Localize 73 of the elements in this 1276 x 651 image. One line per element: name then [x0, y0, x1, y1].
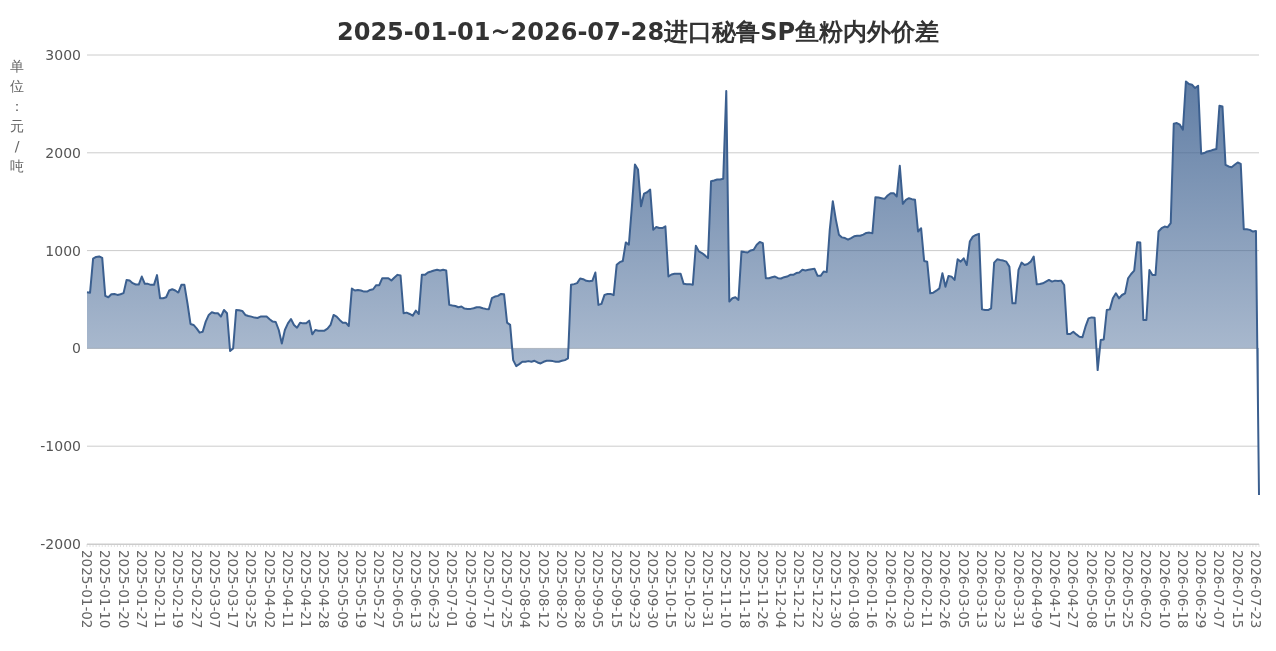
x-tick-label: 2025-09-23	[626, 550, 643, 629]
y-tick-label: -1000	[40, 438, 81, 455]
x-tick-label: 2025-09-05	[590, 550, 607, 629]
x-tick-label: 2026-03-23	[992, 550, 1009, 629]
x-tick-label: 2025-12-04	[773, 550, 790, 629]
x-tick-label: 2025-07-01	[444, 550, 461, 629]
x-tick-label: 2025-04-28	[316, 550, 333, 629]
x-tick-label: 2025-10-15	[663, 550, 680, 629]
x-tick-label: 2026-02-26	[937, 550, 954, 629]
x-tick-label: 2026-05-15	[1101, 550, 1118, 629]
x-tick-label: 2026-03-31	[1010, 550, 1027, 629]
x-tick-label: 2026-04-17	[1047, 550, 1064, 629]
x-tick-label: 2026-07-23	[1247, 550, 1264, 629]
x-tick-label: 2025-02-19	[170, 550, 187, 629]
x-tick-label: 2025-05-27	[371, 550, 388, 629]
x-tick-label: 2025-02-11	[152, 550, 169, 629]
x-tick-label: 2025-01-20	[115, 550, 132, 629]
x-tick-label: 2025-05-19	[352, 550, 369, 629]
x-tick-label: 2025-08-20	[553, 550, 570, 629]
y-axis-title: 单位：元/吨	[10, 58, 24, 174]
y-tick-label: 1000	[45, 242, 81, 259]
y-tick-label: 2000	[45, 144, 81, 161]
x-tick-label: 2025-10-23	[681, 550, 698, 629]
x-tick-label: 2025-10-31	[700, 550, 717, 629]
x-tick-label: 2025-09-15	[608, 550, 625, 629]
x-tick-label: 2026-04-09	[1028, 550, 1045, 629]
x-tick-label: 2026-05-08	[1083, 550, 1100, 629]
x-tick-label: 2025-04-02	[261, 550, 278, 629]
x-tick-label: 2026-03-13	[973, 550, 990, 629]
x-tick-label: 2025-06-05	[389, 550, 406, 629]
x-tick-label: 2026-03-05	[955, 550, 972, 629]
y-tick-label: 0	[72, 340, 81, 357]
x-tick-label: 2026-01-08	[846, 550, 863, 629]
x-tick-label: 2025-02-27	[188, 550, 205, 629]
x-tick-label: 2025-08-12	[535, 550, 552, 629]
x-tick-label: 2026-07-15	[1229, 550, 1246, 629]
x-tick-label: 2025-09-30	[645, 550, 662, 629]
x-tick-label: 2025-12-30	[827, 550, 844, 629]
x-tick-label: 2025-07-25	[499, 550, 516, 629]
y-tick-label: -2000	[40, 536, 81, 552]
x-tick-label: 2026-05-25	[1120, 550, 1137, 629]
x-tick-label: 2025-01-10	[97, 550, 114, 629]
x-tick-label: 2025-03-07	[206, 550, 223, 629]
x-tick-label: 2025-08-04	[517, 550, 534, 629]
x-tick-label: 2026-04-27	[1065, 550, 1082, 629]
x-tick-label: 2026-06-29	[1193, 550, 1210, 629]
x-tick-label: 2025-01-02	[79, 550, 95, 629]
x-tick-label: 2026-01-16	[864, 550, 881, 629]
x-tick-label: 2026-02-11	[919, 550, 936, 629]
x-tick-label: 2026-06-02	[1138, 550, 1155, 629]
x-tick-label: 2025-11-10	[718, 550, 735, 629]
x-tick-label: 2025-08-28	[572, 550, 589, 629]
x-tick-label: 2025-05-09	[334, 550, 351, 629]
x-tick-label: 2025-03-25	[243, 550, 260, 629]
x-tick-label: 2026-01-26	[882, 550, 899, 629]
x-tick-label: 2025-12-22	[809, 550, 826, 629]
x-tick-label: 2025-04-11	[279, 550, 296, 629]
x-tick-label: 2025-11-18	[736, 550, 753, 629]
x-tick-label: 2025-07-17	[480, 550, 497, 629]
x-tick-label: 2026-06-18	[1174, 550, 1191, 629]
x-tick-label: 2025-03-17	[225, 550, 242, 629]
x-tick-label: 2025-07-09	[462, 550, 479, 629]
x-tick-label: 2025-12-12	[791, 550, 808, 629]
x-tick-label: 2026-07-07	[1211, 550, 1228, 629]
x-tick-label: 2025-11-26	[754, 550, 771, 629]
x-tick-label: 2026-06-10	[1156, 550, 1173, 629]
x-tick-label: 2025-06-13	[407, 550, 424, 629]
x-tick-label: 2026-02-03	[900, 550, 917, 629]
x-tick-label: 2025-04-21	[298, 550, 315, 629]
x-tick-label: 2025-01-27	[133, 550, 150, 629]
x-tick-label: 2025-06-23	[426, 550, 443, 629]
chart-title: 2025-01-01~2026-07-28进口秘鲁SP鱼粉内外价差	[336, 18, 940, 46]
y-tick-label: 3000	[45, 47, 81, 63]
